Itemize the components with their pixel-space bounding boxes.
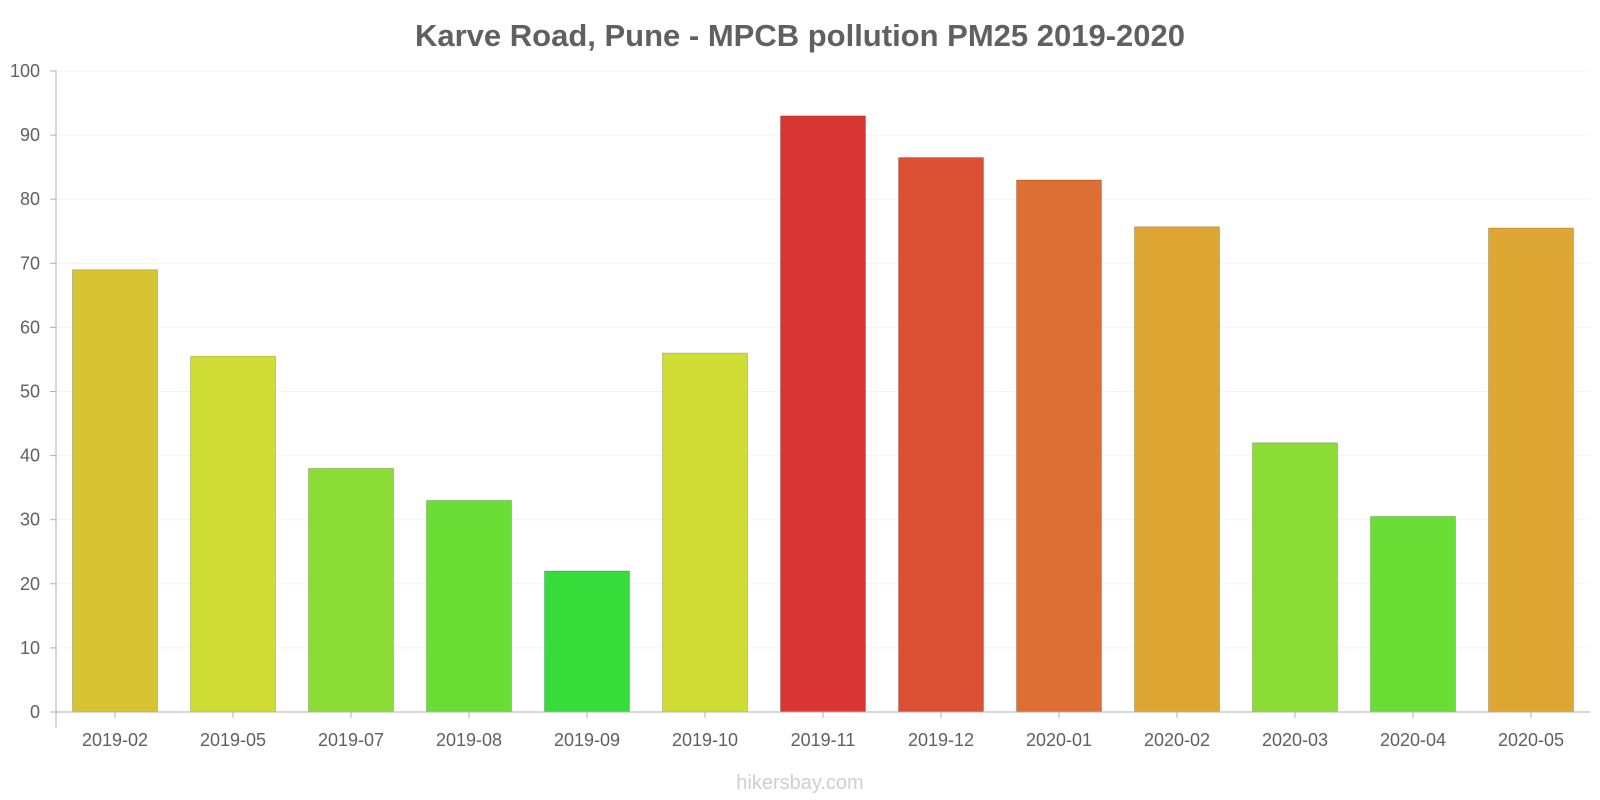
y-tick-label: 100 xyxy=(10,61,40,81)
bar-2019-11[interactable] xyxy=(780,115,866,713)
watermark: hikersbay.com xyxy=(736,772,863,794)
y-tick-label: 10 xyxy=(20,638,40,658)
x-tick-label: 2019-12 xyxy=(908,730,974,750)
x-tick-label: 2020-03 xyxy=(1262,730,1328,750)
y-tick-label: 70 xyxy=(20,253,40,273)
x-tick-label: 2019-11 xyxy=(791,730,856,750)
x-tick-label: 2019-09 xyxy=(554,730,620,750)
bar-2019-08[interactable] xyxy=(426,499,512,713)
bar-2020-02[interactable] xyxy=(1134,226,1220,713)
y-axis-ticks: 0 10 20 30 40 50 60 70 80 90 100 xyxy=(10,61,56,722)
x-tick-label: 2020-05 xyxy=(1498,730,1564,750)
bar-2019-02[interactable] xyxy=(72,269,158,713)
x-tick-label: 2019-02 xyxy=(82,730,148,750)
y-tick-label: 30 xyxy=(20,510,40,530)
y-tick-label: 0 xyxy=(30,702,40,722)
bar-2019-12[interactable] xyxy=(898,157,984,713)
x-tick-label: 2020-01 xyxy=(1026,730,1092,750)
chart-title: Karve Road, Pune - MPCB pollution PM25 2… xyxy=(415,18,1185,53)
bar-2020-03[interactable] xyxy=(1252,442,1338,713)
bar-2019-07[interactable] xyxy=(308,467,394,713)
bar-2019-10[interactable] xyxy=(662,352,748,713)
y-tick-label: 90 xyxy=(20,125,40,145)
bar-2020-01[interactable] xyxy=(1016,179,1102,713)
bar-2020-05[interactable] xyxy=(1488,227,1574,713)
y-tick-label: 50 xyxy=(20,382,40,402)
y-tick-label: 60 xyxy=(20,317,40,337)
x-tick-label: 2020-04 xyxy=(1380,730,1446,750)
x-tick-label: 2019-07 xyxy=(318,730,384,750)
x-tick-label: 2019-10 xyxy=(672,730,738,750)
y-tick-label: 40 xyxy=(20,446,40,466)
x-tick-label: 2019-05 xyxy=(200,730,266,750)
y-tick-label: 80 xyxy=(20,189,40,209)
bar-2020-04[interactable] xyxy=(1370,515,1456,713)
x-tick-label: 2020-02 xyxy=(1144,730,1210,750)
x-axis-ticks: 2019-02 2019-05 2019-07 2019-08 2019-09 2019-… xyxy=(82,712,1564,750)
bar-2019-09[interactable] xyxy=(544,570,630,713)
bars xyxy=(72,115,1574,713)
y-tick-label: 20 xyxy=(20,574,40,594)
x-tick-label: 2019-08 xyxy=(436,730,502,750)
bar-2019-05[interactable] xyxy=(190,355,276,713)
